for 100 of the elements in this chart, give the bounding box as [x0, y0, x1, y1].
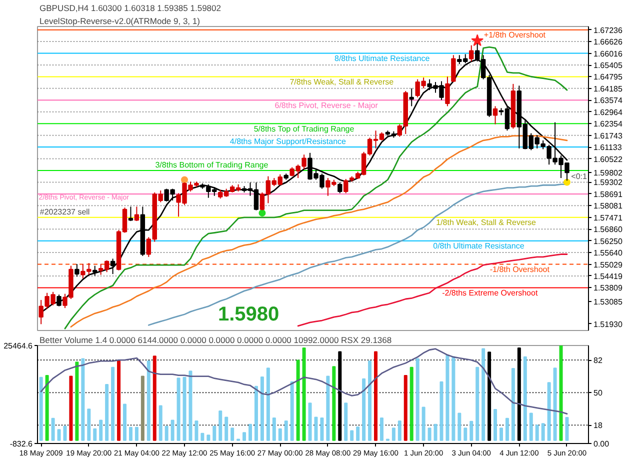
candlestick — [492, 106, 498, 125]
annotation: #2023237 sell — [40, 207, 90, 216]
y-tick-label: 1.59802 — [594, 168, 623, 178]
y-tick-label: 1.53809 — [594, 284, 623, 293]
y-tick-label: 1.58081 — [594, 202, 623, 211]
ref-line-label: 0/8th Ultimate Resistance — [433, 242, 525, 251]
y-tick-label: 1.66626 — [594, 38, 623, 47]
candlestick — [344, 178, 348, 194]
candlestick — [409, 88, 414, 107]
ref-line-label: 7/8ths Weak, Stall & Reverse — [290, 78, 394, 87]
bar — [553, 368, 557, 441]
ref-line-label: -1/8th Overshoot — [490, 265, 550, 274]
bar — [302, 347, 306, 441]
y-tick-label: 1.59302 — [594, 178, 623, 188]
bar — [284, 420, 288, 441]
y-tick-label: 1.58691 — [594, 190, 623, 199]
y-tick-label: 1.61133 — [594, 143, 622, 152]
bar — [499, 428, 504, 441]
bar — [93, 428, 97, 441]
bar — [398, 420, 402, 441]
bar — [260, 376, 264, 441]
point — [563, 178, 570, 186]
candlestick — [110, 258, 116, 275]
bar — [362, 378, 366, 441]
y-tick-label: 1.61743 — [594, 131, 623, 140]
y-tick-label: -832.6 — [10, 440, 34, 448]
bar — [272, 418, 276, 441]
candlestick — [469, 44, 474, 62]
y-tick-label: 1.62354 — [594, 120, 623, 129]
bar — [128, 426, 132, 441]
bar — [57, 429, 61, 441]
bar — [392, 428, 396, 441]
y-tick-label: 1.56860 — [594, 225, 623, 234]
y-tick-label: 1.60522 — [594, 154, 623, 164]
y2-tick-label: 82 — [594, 356, 603, 366]
bar — [458, 412, 462, 441]
ref-line-label: 8/8ths Ultimate Resistance — [334, 54, 430, 64]
bar — [176, 378, 180, 441]
chart-title: GBPUSD,H4 1.60300 1.60318 1.59385 1.59802 — [40, 3, 222, 13]
bar — [434, 424, 438, 441]
bar — [99, 420, 103, 441]
bar — [63, 426, 67, 441]
y-tick-label: 1.56250 — [594, 236, 623, 246]
y-tick-label: 1.67236 — [594, 26, 623, 35]
ref-line-label: 3/8ths Bottom of Trading Range — [155, 160, 269, 170]
bar — [416, 358, 420, 441]
y2-tick-label: 18 — [594, 421, 603, 430]
bar — [87, 408, 91, 441]
y-tick-label: 1.53085 — [594, 298, 623, 307]
bar — [39, 376, 43, 441]
bar — [350, 430, 354, 441]
bar — [446, 354, 450, 441]
bar — [146, 360, 150, 441]
bar — [117, 360, 121, 441]
bar — [45, 375, 49, 441]
y-tick-label: 1.54419 — [594, 272, 623, 281]
chart-subtitle: LevelStop-Reverse-v2.0(ATRMode 9, 3, 1) — [40, 16, 200, 26]
ref-line-label: -2/8ths Extreme Overshoot — [442, 288, 538, 298]
bar — [170, 420, 174, 441]
ref-line-label: 6/8ths Pivot, Reverse - Major — [274, 100, 378, 110]
candlestick — [134, 206, 140, 222]
ref-line-label: 1/8th Weak, Stall & Reverse — [436, 218, 537, 228]
point — [258, 209, 266, 216]
y-tick-label: 1.66016 — [594, 49, 623, 58]
y-tick-label: 1.55029 — [594, 260, 623, 270]
bar — [374, 351, 378, 441]
bar — [344, 402, 348, 441]
bar — [140, 376, 144, 441]
y-tick-label: 1.62964 — [594, 108, 623, 117]
bar — [242, 432, 246, 441]
candlestick — [445, 76, 450, 107]
bar — [200, 432, 204, 441]
line-series — [40, 348, 568, 415]
bar — [152, 356, 156, 441]
bar — [254, 386, 258, 441]
bar — [224, 416, 228, 441]
y-tick-label: 1.64795 — [594, 72, 623, 82]
bar — [547, 382, 551, 441]
y-tick-label: 1.55640 — [594, 248, 623, 258]
y2-tick-label: 50 — [594, 388, 603, 398]
bar — [51, 418, 55, 441]
y-tick-label: 1.51930 — [594, 320, 623, 329]
bar — [452, 356, 456, 441]
bar — [326, 376, 330, 441]
bar — [368, 360, 372, 441]
bar — [511, 368, 515, 441]
bar — [320, 418, 324, 441]
point — [181, 176, 188, 184]
bar — [482, 348, 486, 441]
bar — [476, 366, 480, 441]
bar — [81, 358, 85, 441]
chart-title: Better Volume 1.4 0.0000 6144.0000 0.0000 0.0000 0.0000 0.0000 10992.0000 RSX 29.1368 — [40, 335, 392, 345]
bar — [188, 370, 192, 441]
bar — [111, 366, 115, 441]
bar — [559, 346, 563, 441]
bar — [356, 426, 360, 441]
bar — [206, 434, 210, 441]
candlestick — [56, 294, 62, 307]
y-tick-label: 1.65405 — [594, 61, 623, 70]
bar — [535, 424, 539, 441]
